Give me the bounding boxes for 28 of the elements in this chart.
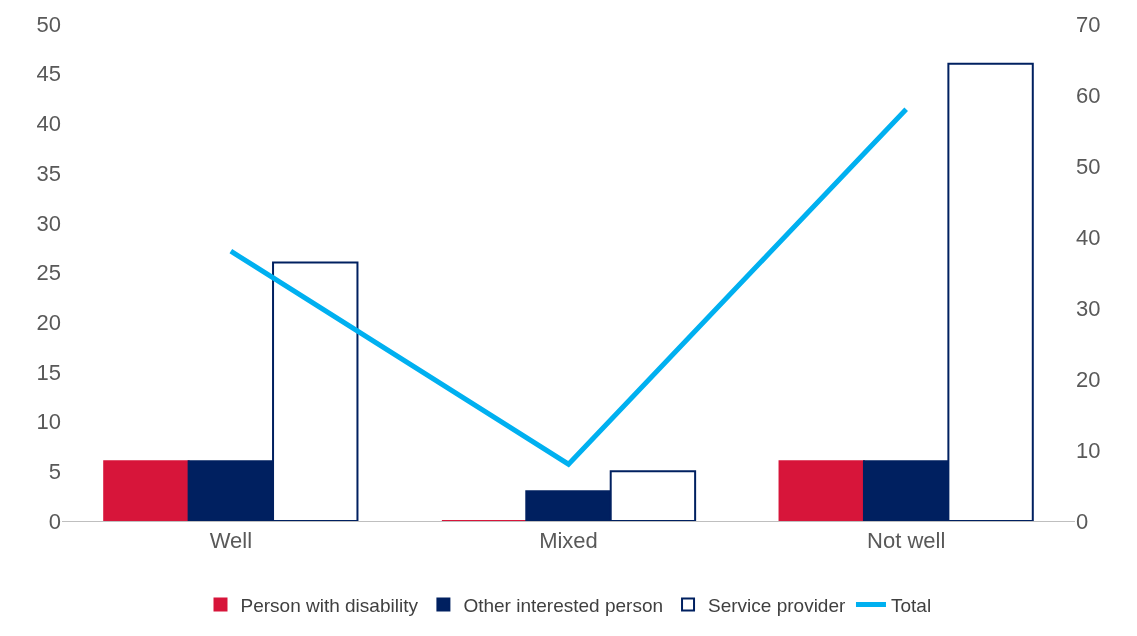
y2-tick-label: 0 bbox=[1076, 508, 1089, 534]
y2-tick-label: 30 bbox=[1076, 295, 1101, 321]
y2-tick-label: 40 bbox=[1076, 224, 1101, 250]
legend-label: Service provider bbox=[708, 594, 846, 616]
y-tick-label: 40 bbox=[36, 111, 61, 137]
y-tick-label: 30 bbox=[36, 210, 61, 236]
y-tick-label: 25 bbox=[36, 260, 61, 286]
bar bbox=[778, 460, 865, 521]
y-tick-label: 35 bbox=[36, 160, 61, 186]
y-tick-label: 10 bbox=[36, 409, 61, 435]
legend-label: Person with disability bbox=[240, 594, 419, 616]
y-tick-label: 5 bbox=[48, 459, 61, 484]
y2-tick-label: 50 bbox=[1076, 153, 1101, 179]
legend-label: Total bbox=[890, 594, 932, 616]
y-tick-label: 45 bbox=[36, 61, 61, 87]
y2-tick-label: 20 bbox=[1076, 366, 1101, 392]
x-tick-label: Well bbox=[209, 528, 253, 554]
y-tick-label: 50 bbox=[36, 11, 61, 37]
y-tick-label: 20 bbox=[36, 309, 61, 335]
x-tick-label: Not well bbox=[867, 528, 946, 554]
legend-label: Other interested person bbox=[463, 594, 664, 616]
y2-tick-label: 10 bbox=[1076, 437, 1101, 463]
y2-tick-label: 60 bbox=[1076, 82, 1101, 108]
bar bbox=[103, 460, 190, 521]
x-tick-label: Mixed bbox=[539, 528, 598, 554]
y-tick-label: 15 bbox=[36, 359, 61, 385]
y2-tick-label: 70 bbox=[1076, 11, 1101, 37]
y-tick-label: 0 bbox=[48, 508, 61, 534]
